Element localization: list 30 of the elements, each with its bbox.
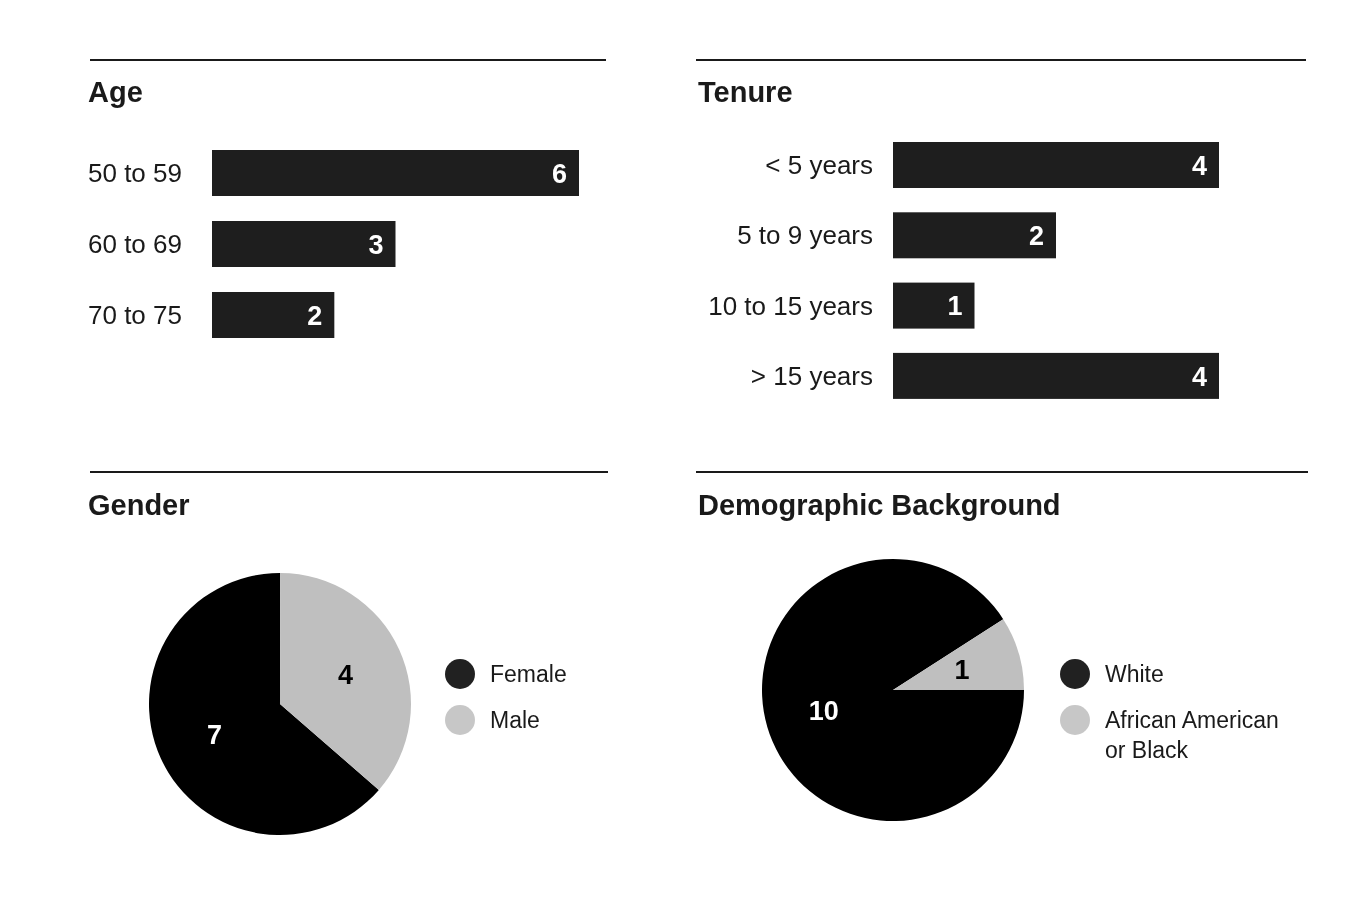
y-tick-label: > 15 years [750,361,873,391]
data-label: 10 [808,696,839,727]
y-tick-label: 10 to 15 years [708,290,873,321]
legend-label: White [1105,661,1164,688]
legend-label: African American or Black [1105,707,1279,764]
legend-label: Female [490,661,567,688]
chart-title: Gender [88,489,190,522]
data-label: 2 [1028,221,1044,252]
y-tick-label: 5 to 9 years [737,220,873,251]
y-tick-label: 60 to 69 [88,229,182,260]
data-label: 4 [1191,361,1207,392]
y-tick-label: 50 to 59 [88,158,182,189]
y-tick-label: 70 to 75 [88,300,182,331]
legend-label: Male [490,707,540,734]
data-label: 2 [307,300,323,331]
pie-slice [893,619,1024,690]
data-label: 4 [1191,150,1207,181]
data-label: 6 [551,158,567,189]
pie-slice [280,573,411,790]
chart-title: Demographic Background [698,489,1061,522]
pie-slice [762,559,1024,821]
data-label: 7 [206,719,222,750]
data-label: 3 [368,229,384,260]
chart-title: Age [88,76,143,109]
chart-title: Tenure [698,76,793,109]
data-label: 4 [338,659,354,690]
y-tick-label: < 5 years [765,150,873,181]
data-label: 1 [954,655,970,686]
pie-slice [149,573,379,835]
data-label: 1 [947,291,963,322]
